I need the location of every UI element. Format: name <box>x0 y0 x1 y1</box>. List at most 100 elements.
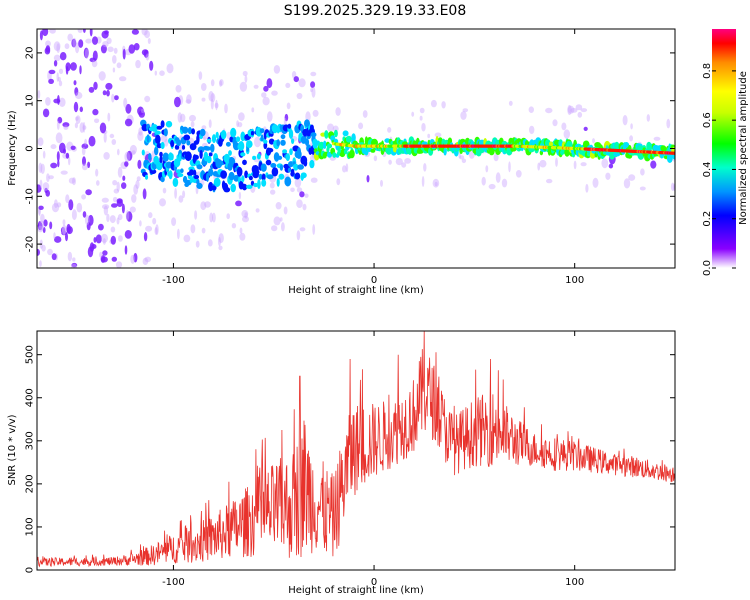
spectrogram-ridge-blob <box>342 130 349 137</box>
spectrogram-noise-blob <box>46 173 50 183</box>
spectrogram-ridge-blob <box>196 182 203 189</box>
spectrogram-noise-blob <box>203 136 206 141</box>
spectrogram-noise-blob <box>76 202 83 213</box>
spectrogram-noise-blob <box>37 248 40 256</box>
spectrogram-noise-blob <box>84 138 87 146</box>
spectrogram-ridge-blob <box>246 184 253 189</box>
spectrogram-noise-blob <box>175 85 182 93</box>
spectrogram-noise-blob <box>61 224 67 235</box>
spectrogram-noise-blob <box>580 162 587 167</box>
spectrogram-noise-blob <box>56 72 59 82</box>
spectrogram-noise-blob <box>137 131 144 142</box>
spectrogram-noise-blob <box>508 161 511 173</box>
spectrogram-ridge-blob <box>204 146 211 151</box>
spectrogram-noise-blob <box>423 163 427 172</box>
spectrogram-ytick-label: -10 <box>25 188 36 204</box>
spectrogram-noise-blob <box>299 191 305 198</box>
spectrogram-noise-blob <box>116 217 120 225</box>
spectrogram-xlabel: Height of straight line (km) <box>288 285 424 296</box>
spectrogram-noise-blob <box>208 119 212 128</box>
spectrogram-noise-blob <box>81 146 86 156</box>
spectrogram-noise-blob <box>101 30 109 39</box>
spectrogram-ridge-blob <box>270 163 277 168</box>
spectrogram-ylabel: Frequency (Hz) <box>7 110 18 186</box>
spectrogram-noise-blob <box>296 92 303 100</box>
spectrogram-noise-blob <box>106 213 110 223</box>
spectrogram-noise-blob <box>91 244 97 249</box>
spectrogram-ridge-blob <box>170 140 175 148</box>
spectrogram-noise-blob <box>86 221 91 231</box>
spectrogram-noise-blob <box>299 227 306 232</box>
spectrogram-noise-blob <box>124 230 132 239</box>
spectrogram-ridge-blob <box>211 134 217 144</box>
spectrogram-noise-blob <box>75 91 83 100</box>
spectrogram-noise-blob <box>58 68 64 75</box>
spectrogram-ridge-blob <box>201 159 208 166</box>
spectrogram-noise-blob <box>271 90 278 96</box>
spectrogram-noise-blob <box>508 100 513 106</box>
spectrogram-ridge-blob <box>163 128 168 137</box>
spectrogram-noise-blob <box>570 108 578 113</box>
spectrogram-noise-blob <box>71 263 77 268</box>
spectrogram-noise-blob <box>219 80 223 87</box>
spectrogram-noise-blob <box>608 163 614 169</box>
spectrogram-ridge-blob <box>223 187 231 193</box>
spectrogram-noise-blob <box>244 75 248 83</box>
spectrogram-noise-blob <box>209 212 214 223</box>
snr-series-line <box>37 331 675 568</box>
spectrogram-noise-blob <box>124 245 128 255</box>
spectrogram-noise-blob <box>65 152 70 159</box>
spectrogram-ridge-blob <box>196 134 200 145</box>
spectrogram-noise-blob <box>310 71 317 77</box>
spectrogram-noise-blob <box>563 129 570 139</box>
spectrogram-ridge-blob <box>162 152 170 162</box>
spectrogram-ridge-blob <box>351 133 356 143</box>
spectrogram-noise-blob <box>154 227 158 235</box>
spectrogram-noise-blob <box>561 122 567 131</box>
spectrogram-noise-blob <box>74 87 79 96</box>
spectrogram-noise-blob <box>56 43 60 54</box>
spectrogram-noise-blob <box>141 108 145 114</box>
spectrogram-ridge-blob <box>300 172 307 179</box>
spectrogram-ridge-blob <box>186 140 191 146</box>
spectrogram-noise-blob <box>119 76 127 82</box>
spectrogram-ridge-blob <box>173 158 181 168</box>
spectrogram-noise-blob <box>419 107 425 114</box>
spectrogram-noise-blob <box>174 188 178 199</box>
spectrogram-noise-blob <box>124 118 133 127</box>
spectrogram-noise-blob <box>239 227 243 234</box>
spectrogram-noise-blob <box>92 36 98 45</box>
spectrogram-noise-blob <box>48 78 54 84</box>
spectrogram-noise-blob <box>67 251 73 262</box>
spectrogram-noise-blob <box>302 203 307 211</box>
spectrogram-noise-blob <box>67 33 73 42</box>
spectrogram-noise-blob <box>201 125 207 130</box>
spectrogram-noise-blob <box>441 101 446 109</box>
spectrogram-noise-blob <box>279 217 283 222</box>
spectrogram-noise-blob <box>122 175 126 181</box>
spectrogram-ridge-blob <box>206 138 212 143</box>
spectrogram-noise-blob <box>99 251 103 258</box>
spectrogram-noise-blob <box>131 150 136 156</box>
spectrogram-ridge-blob <box>266 174 274 180</box>
spectrogram-noise-blob <box>115 261 123 268</box>
spectrogram-ridge-blob <box>277 155 283 160</box>
spectrogram-noise-blob <box>262 96 270 106</box>
colorbar: 0.0 0.2 0.4 0.6 0.8 Normalized spectral ampl… <box>702 29 749 276</box>
spectrogram-ridge-blob <box>261 173 266 182</box>
spectrogram-noise-blob <box>107 46 114 53</box>
spectrogram-noise-blob <box>98 71 106 81</box>
snr-ytick-label: 500 <box>25 345 36 364</box>
spectrogram-ridge-blob <box>220 130 227 140</box>
spectrogram-ridge-blob <box>191 128 196 135</box>
spectrogram-ridge-blob <box>666 153 673 163</box>
spectrogram-ridge-blob <box>196 164 203 170</box>
spectrogram-noise-blob <box>59 52 67 61</box>
snr-ytick-label: 0 <box>25 567 36 573</box>
spectrogram-noise-blob <box>460 111 467 120</box>
spectrogram-ridge-blob <box>263 139 268 144</box>
spectrogram-noise-blob <box>130 254 136 264</box>
spectrogram-noise-blob <box>49 221 53 230</box>
spectrogram-noise-blob <box>81 194 86 200</box>
